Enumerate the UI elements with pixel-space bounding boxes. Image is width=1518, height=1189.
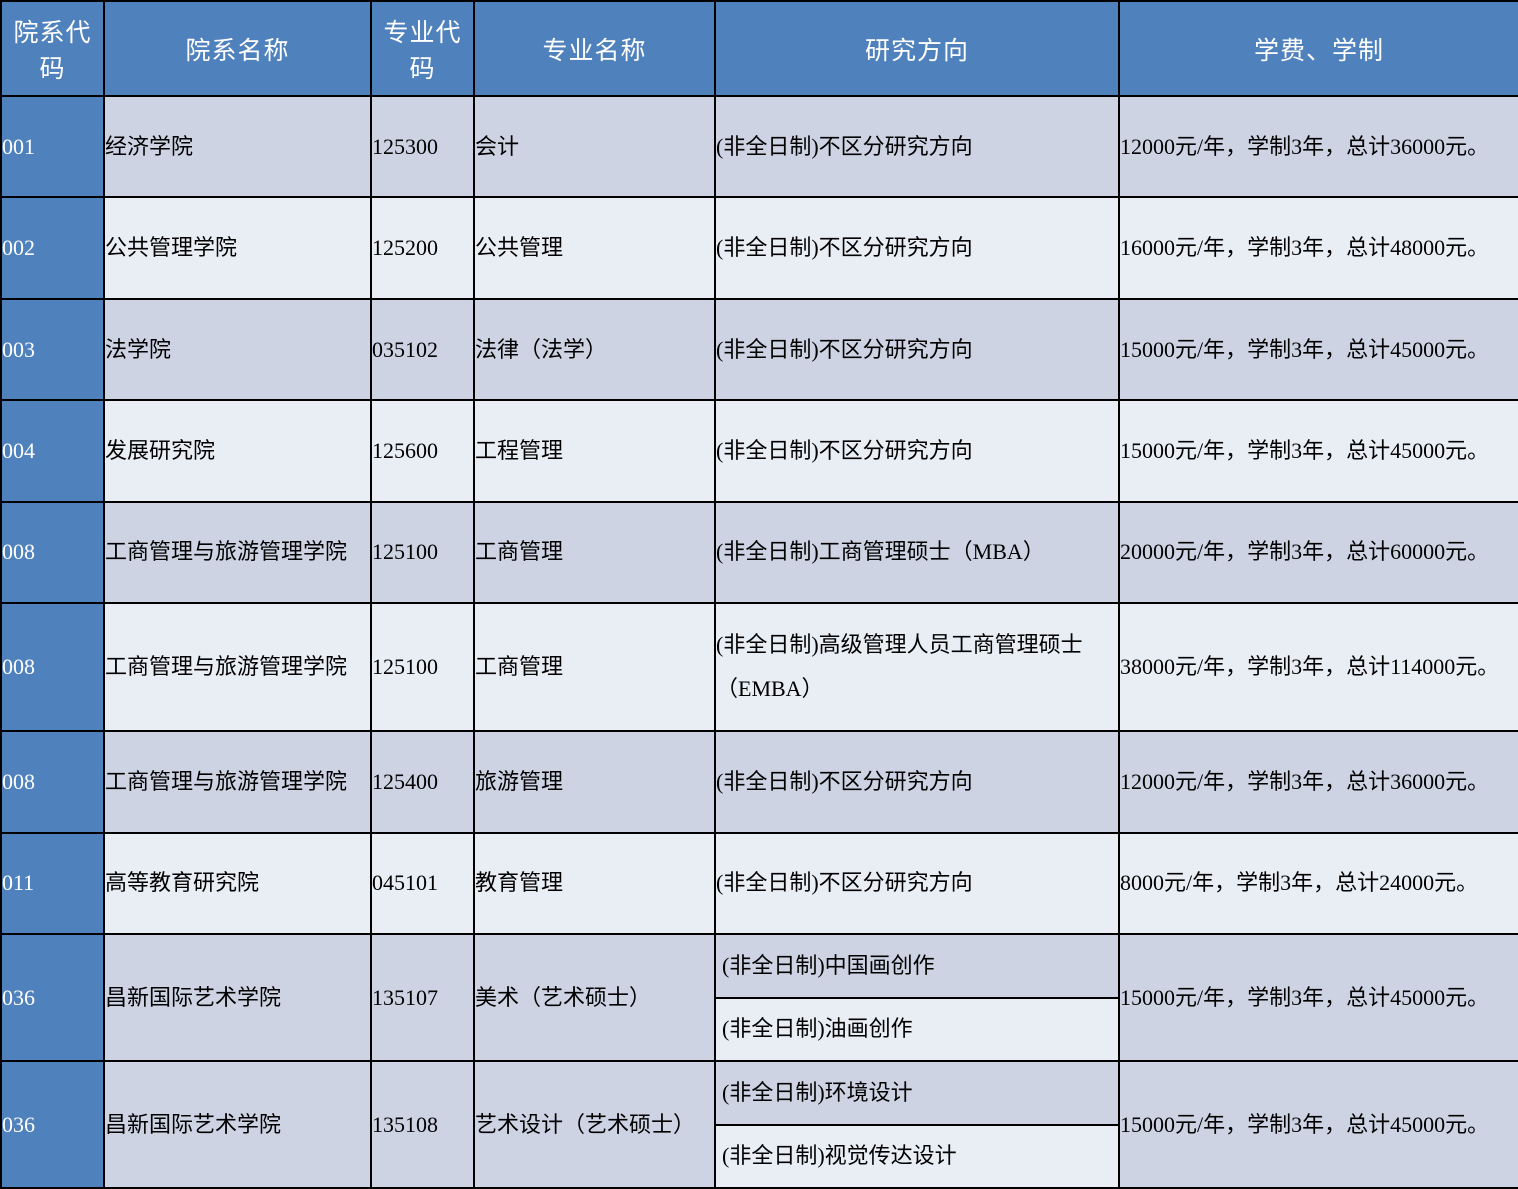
- cell-major-name: 公共管理: [473, 196, 716, 300]
- table-row: 002 公共管理学院 125200 公共管理 (非全日制)不区分研究方向 160…: [0, 196, 1518, 300]
- cell-direction: (非全日制)不区分研究方向: [714, 94, 1120, 199]
- column-header-dept-name: 院系名称: [103, 0, 372, 97]
- cell-dept-code: 036: [0, 1060, 105, 1189]
- cell-major-code: 125600: [370, 399, 475, 503]
- cell-direction-option: (非全日制)环境设计: [716, 1062, 1118, 1126]
- table-row: 008 工商管理与旅游管理学院 125100 工商管理 (非全日制)高级管理人员…: [0, 602, 1518, 733]
- cell-major-code: 125100: [370, 602, 475, 733]
- cell-dept-name: 工商管理与旅游管理学院: [103, 500, 372, 605]
- table-row: 036 昌新国际艺术学院 135108 艺术设计（艺术硕士） (非全日制)环境设…: [0, 1060, 1518, 1189]
- column-header-direction: 研究方向: [714, 0, 1120, 97]
- cell-direction: (非全日制)不区分研究方向: [714, 399, 1120, 503]
- cell-direction-option: (非全日制)油画创作: [716, 997, 1118, 1060]
- table-row: 011 高等教育研究院 045101 教育管理 (非全日制)不区分研究方向 80…: [0, 831, 1518, 936]
- cell-tuition: 12000元/年，学制3年，总计36000元。: [1118, 94, 1518, 199]
- cell-direction: (非全日制)工商管理硕士（MBA）: [714, 500, 1120, 605]
- cell-dept-name: 昌新国际艺术学院: [103, 1060, 372, 1189]
- cell-dept-code: 002: [0, 196, 105, 300]
- cell-direction: (非全日制)高级管理人员工商管理硕士（EMBA）: [714, 602, 1120, 733]
- table-row: 008 工商管理与旅游管理学院 125100 工商管理 (非全日制)工商管理硕士…: [0, 500, 1518, 605]
- column-header-major-code: 专业代码: [370, 0, 475, 97]
- column-header-tuition: 学费、学制: [1118, 0, 1518, 97]
- cell-major-code: 045101: [370, 831, 475, 936]
- table-row: 003 法学院 035102 法律（法学） (非全日制)不区分研究方向 1500…: [0, 297, 1518, 402]
- cell-dept-code: 011: [0, 831, 105, 936]
- cell-tuition: 20000元/年，学制3年，总计60000元。: [1118, 500, 1518, 605]
- column-header-dept-code: 院系代码: [0, 0, 105, 97]
- table-row: 004 发展研究院 125600 工程管理 (非全日制)不区分研究方向 1500…: [0, 399, 1518, 503]
- header-row: 院系代码 院系名称 专业代码 专业名称 研究方向 学费、学制: [0, 0, 1518, 97]
- cell-tuition: 15000元/年，学制3年，总计45000元。: [1118, 933, 1518, 1062]
- cell-tuition: 15000元/年，学制3年，总计45000元。: [1118, 1060, 1518, 1189]
- cell-dept-code: 003: [0, 297, 105, 402]
- cell-major-name: 教育管理: [473, 831, 716, 936]
- cell-direction-split: (非全日制)环境设计 (非全日制)视觉传达设计: [714, 1060, 1120, 1189]
- cell-major-name: 工商管理: [473, 602, 716, 733]
- cell-direction: (非全日制)不区分研究方向: [714, 196, 1120, 300]
- cell-dept-code: 001: [0, 94, 105, 199]
- table-row: 001 经济学院 125300 会计 (非全日制)不区分研究方向 12000元/…: [0, 94, 1518, 199]
- cell-dept-name: 工商管理与旅游管理学院: [103, 602, 372, 733]
- cell-dept-name: 发展研究院: [103, 399, 372, 503]
- cell-direction-option: (非全日制)视觉传达设计: [716, 1124, 1118, 1187]
- cell-dept-code: 008: [0, 500, 105, 605]
- table-row: 008 工商管理与旅游管理学院 125400 旅游管理 (非全日制)不区分研究方…: [0, 730, 1518, 834]
- cell-tuition: 15000元/年，学制3年，总计45000元。: [1118, 399, 1518, 503]
- cell-dept-name: 经济学院: [103, 94, 372, 199]
- cell-dept-code: 004: [0, 399, 105, 503]
- cell-major-name: 艺术设计（艺术硕士）: [473, 1060, 716, 1189]
- cell-major-name: 旅游管理: [473, 730, 716, 834]
- cell-major-name: 美术（艺术硕士）: [473, 933, 716, 1062]
- cell-major-name: 工商管理: [473, 500, 716, 605]
- cell-direction: (非全日制)不区分研究方向: [714, 831, 1120, 936]
- cell-major-name: 工程管理: [473, 399, 716, 503]
- cell-major-name: 法律（法学）: [473, 297, 716, 402]
- cell-dept-code: 036: [0, 933, 105, 1062]
- cell-major-name: 会计: [473, 94, 716, 199]
- cell-dept-name: 法学院: [103, 297, 372, 402]
- cell-direction-option: (非全日制)中国画创作: [716, 935, 1118, 999]
- table-row: 036 昌新国际艺术学院 135107 美术（艺术硕士） (非全日制)中国画创作…: [0, 933, 1518, 1062]
- column-header-major-name: 专业名称: [473, 0, 716, 97]
- cell-tuition: 16000元/年，学制3年，总计48000元。: [1118, 196, 1518, 300]
- cell-major-code: 125300: [370, 94, 475, 199]
- cell-direction: (非全日制)不区分研究方向: [714, 730, 1120, 834]
- cell-tuition: 15000元/年，学制3年，总计45000元。: [1118, 297, 1518, 402]
- cell-major-code: 135107: [370, 933, 475, 1062]
- cell-major-code: 035102: [370, 297, 475, 402]
- cell-dept-name: 工商管理与旅游管理学院: [103, 730, 372, 834]
- cell-direction-split: (非全日制)中国画创作 (非全日制)油画创作: [714, 933, 1120, 1062]
- table-header: 院系代码 院系名称 专业代码 专业名称 研究方向 学费、学制: [0, 0, 1518, 97]
- cell-major-code: 135108: [370, 1060, 475, 1189]
- cell-dept-name: 高等教育研究院: [103, 831, 372, 936]
- cell-dept-code: 008: [0, 602, 105, 733]
- cell-major-code: 125100: [370, 500, 475, 605]
- cell-dept-name: 公共管理学院: [103, 196, 372, 300]
- cell-dept-code: 008: [0, 730, 105, 834]
- cell-tuition: 38000元/年，学制3年，总计114000元。: [1118, 602, 1518, 733]
- cell-dept-name: 昌新国际艺术学院: [103, 933, 372, 1062]
- cell-tuition: 12000元/年，学制3年，总计36000元。: [1118, 730, 1518, 834]
- cell-direction: (非全日制)不区分研究方向: [714, 297, 1120, 402]
- cell-major-code: 125200: [370, 196, 475, 300]
- table-body: 001 经济学院 125300 会计 (非全日制)不区分研究方向 12000元/…: [0, 94, 1518, 1189]
- cell-tuition: 8000元/年，学制3年，总计24000元。: [1118, 831, 1518, 936]
- cell-major-code: 125400: [370, 730, 475, 834]
